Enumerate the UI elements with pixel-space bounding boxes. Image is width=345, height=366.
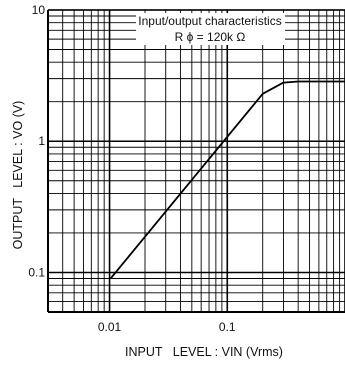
y-axis-title: OUTPUT LEVEL : VO (V) [11,101,25,250]
chart-title: Input/output characteristics [138,14,281,28]
grid-lines [47,9,345,313]
y-tick-label: 0.1 [28,265,45,279]
x-tick-label: 0.1 [219,320,236,334]
series-line-0 [109,80,345,280]
plot-frame [47,9,345,313]
title-box: Input/output characteristics R ϕ = 120k … [136,13,285,45]
tick-labels: 0.01 0.1 10 1 0.1 [28,3,236,334]
chart-subtitle: R ϕ = 120k Ω [175,30,246,44]
series-layer [109,80,345,280]
x-axis-title: INPUT LEVEL : VIN (Vrms) [125,345,283,359]
y-tick-label: 1 [38,134,45,148]
y-tick-label: 10 [32,3,46,17]
x-tick-label: 0.01 [98,320,122,334]
